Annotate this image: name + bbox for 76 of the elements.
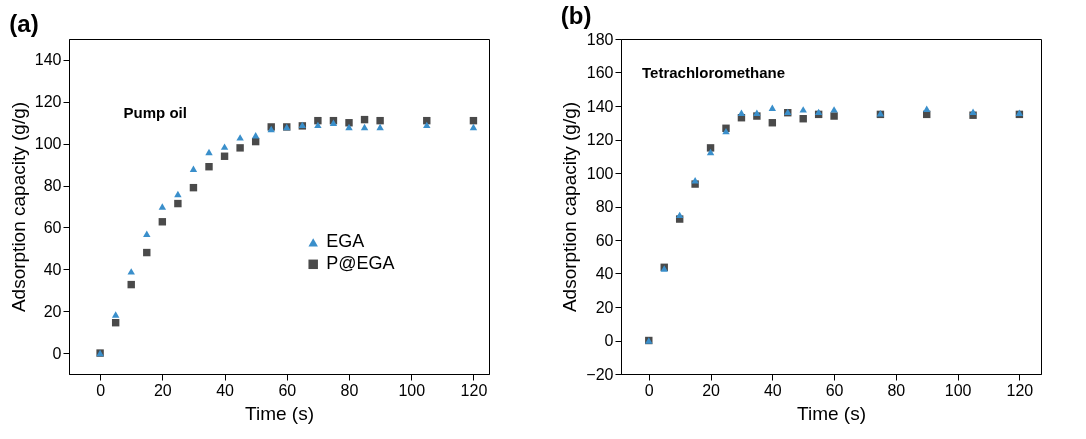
y-tick-label: 120: [586, 131, 614, 148]
y-tick-label: 120: [34, 93, 62, 111]
point: [127, 268, 135, 275]
x-axis-title: Time (s): [245, 402, 314, 424]
y-tick-label: 180: [586, 30, 614, 48]
y-tick-label: 40: [43, 260, 62, 278]
x-tick-label: 100: [398, 381, 426, 399]
point: [314, 121, 322, 129]
x-tick-label: 120: [1006, 381, 1034, 399]
point: [251, 132, 260, 139]
y-tick-label: 80: [43, 177, 62, 195]
point: [423, 121, 431, 129]
point: [768, 104, 777, 111]
point: [236, 134, 244, 141]
y-tick-label: 0: [52, 344, 62, 362]
point: [923, 105, 931, 112]
point: [799, 106, 807, 113]
y-tick-label: −20: [586, 365, 614, 383]
point: [143, 230, 151, 237]
point: [314, 116, 322, 125]
point: [969, 108, 977, 115]
y-tick-label: 100: [34, 135, 62, 153]
point: [205, 163, 213, 171]
x-tick-label: 120: [460, 381, 488, 399]
x-tick-label: 60: [825, 381, 844, 399]
y-tick-label: 60: [43, 218, 62, 236]
legend-label: EGA: [326, 231, 365, 252]
point: [830, 112, 838, 120]
y-tick-label: 20: [43, 302, 62, 320]
y-tick-label: 20: [595, 298, 614, 316]
point: [236, 144, 244, 152]
point: [830, 106, 838, 113]
point: [799, 115, 807, 123]
x-tick-label: 60: [278, 381, 297, 399]
chart-title: (a): [9, 10, 39, 37]
x-tick-label: 0: [96, 381, 106, 399]
y-tick-label: 80: [595, 198, 614, 215]
point: [753, 109, 761, 116]
point: [737, 109, 746, 116]
x-tick-label: 20: [702, 381, 721, 399]
y-tick-label: 100: [586, 164, 614, 182]
x-tick-label: 40: [763, 381, 782, 399]
point: [220, 143, 229, 150]
annotation: Pump oil: [123, 103, 187, 121]
y-axis-title: Adsorption capacity (g/g): [559, 101, 581, 313]
point: [111, 311, 120, 318]
x-tick-label: 80: [887, 381, 906, 399]
y-tick-label: 140: [34, 51, 62, 69]
point: [174, 190, 182, 198]
legend-label: P@EGA: [326, 253, 395, 274]
point: [376, 116, 384, 125]
y-tick-label: 140: [586, 97, 614, 115]
point: [345, 123, 353, 131]
x-tick-label: 40: [216, 381, 235, 399]
point: [376, 123, 384, 131]
x-axis-title: Time (s): [797, 402, 866, 424]
x-tick-label: 80: [340, 381, 359, 399]
x-tick-label: 20: [153, 381, 172, 399]
x-tick-label: 0: [644, 381, 654, 399]
point: [174, 199, 182, 208]
point: [205, 148, 213, 156]
y-tick-label: 40: [595, 265, 614, 282]
y-tick-label: 160: [586, 64, 614, 81]
point: [158, 203, 167, 210]
point: [189, 165, 198, 173]
annotation: Tetrachloromethane: [642, 63, 786, 81]
point: [706, 148, 715, 156]
point: [360, 123, 369, 131]
y-tick-label: 60: [595, 231, 614, 249]
x-tick-label: 100: [944, 381, 972, 399]
chart-title: (b): [560, 2, 592, 29]
y-tick-label: 0: [604, 332, 614, 349]
point: [469, 123, 478, 131]
point: [675, 211, 684, 219]
y-axis-title: Adsorption capacity (g/g): [7, 101, 29, 313]
point: [345, 119, 353, 127]
